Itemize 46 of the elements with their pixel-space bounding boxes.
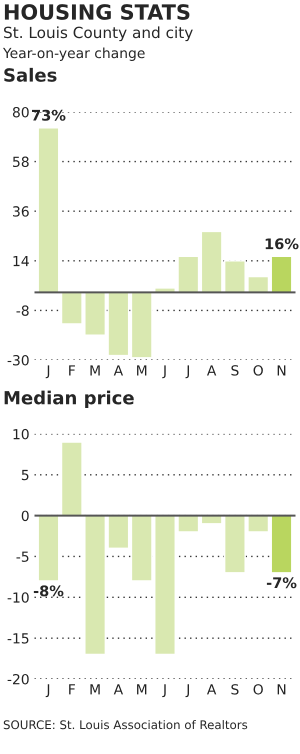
chart-title: Median price (4, 390, 134, 408)
x-tick-label: N (278, 365, 286, 376)
data-label: -8% (34, 585, 64, 596)
x-tick-label: J (46, 684, 50, 698)
y-tick-label: 36 (13, 206, 29, 217)
y-tick-label: -10 (8, 592, 29, 603)
y-tick-label: -15 (8, 633, 28, 644)
x-tick-label: M (90, 365, 100, 376)
y-tick-label: 10 (13, 428, 29, 440)
y-tick-label: 58 (13, 156, 29, 168)
x-tick-label: O (254, 684, 263, 695)
y-tick-label: 14 (13, 256, 29, 266)
x-tick-label: J (46, 365, 50, 378)
chart-subtitle: St. Louis County and city (4, 26, 193, 42)
y-tick-label: -20 (8, 674, 29, 684)
data-label: 73% (32, 110, 66, 121)
source-note: SOURCE: St. Louis Association of Realtors (4, 720, 248, 730)
x-tick-label: J (162, 684, 166, 698)
x-tick-label: A (206, 365, 216, 376)
y-tick-label: -5 (16, 552, 28, 562)
x-tick-label: A (114, 365, 124, 376)
text: Year-on-year change (2, 48, 145, 61)
x-tick-label: J (186, 365, 189, 378)
text: Sales (4, 68, 57, 82)
x-tick-label: S (231, 684, 239, 695)
data-label: 16% (266, 238, 299, 250)
y-tick-label: -30 (8, 355, 29, 366)
y-tick-label: -8 (16, 305, 29, 316)
y-tick-label: 5 (22, 470, 28, 480)
x-tick-label: A (206, 684, 216, 694)
chart-title: HOUSING STATS (4, 4, 190, 20)
y-tick-label: 0 (22, 510, 29, 522)
data-label: -7% (266, 577, 296, 588)
x-tick-label: S (231, 365, 239, 376)
y-tick-label: 80 (12, 106, 29, 118)
x-tick-label: M (90, 684, 100, 694)
bar (38, 127, 60, 294)
x-tick-label: M (137, 365, 146, 376)
x-tick-label: A (114, 684, 124, 694)
x-tick-label: F (69, 365, 75, 376)
x-tick-label: O (254, 365, 263, 376)
x-tick-label: J (162, 365, 166, 378)
x-tick-label: F (69, 684, 75, 694)
x-tick-label: M (137, 684, 146, 694)
x-tick-label: N (278, 684, 286, 694)
x-tick-label: J (186, 684, 189, 698)
